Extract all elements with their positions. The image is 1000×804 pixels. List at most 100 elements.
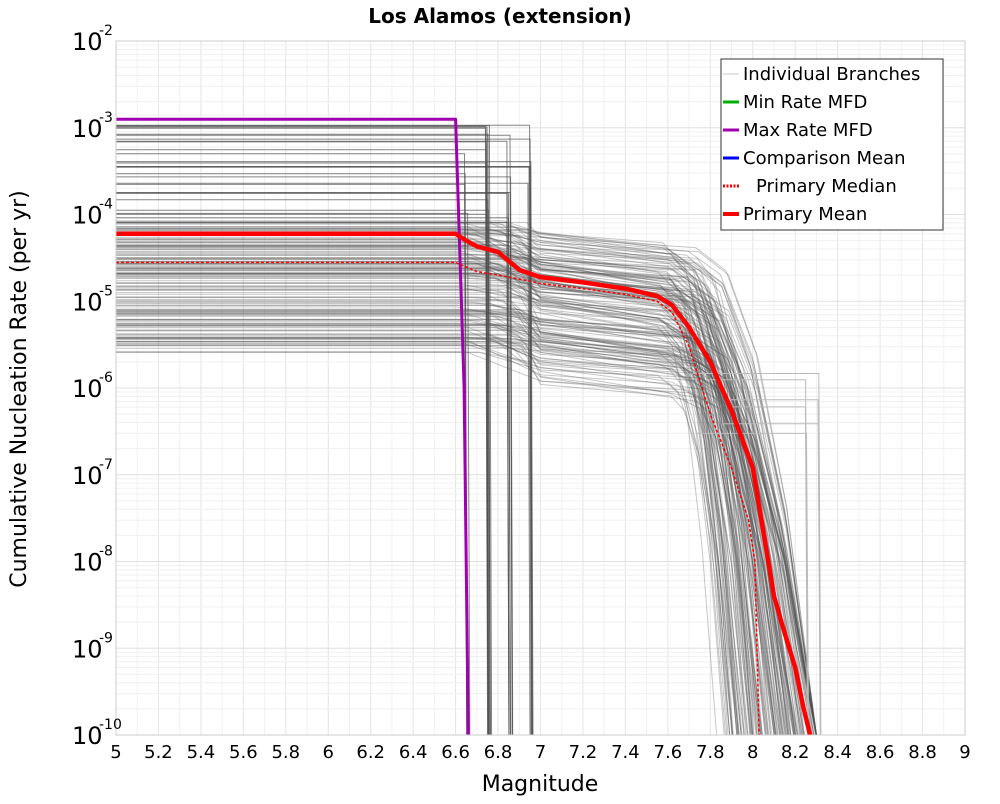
branch-line	[116, 312, 781, 736]
legend-label: Min Rate MFD	[743, 92, 867, 113]
x-tick-label: 8.2	[781, 742, 810, 763]
branch-line	[116, 262, 800, 736]
branch-line	[116, 231, 769, 736]
branch-line	[116, 267, 749, 736]
branch-line	[116, 267, 742, 736]
branch-line	[116, 231, 768, 736]
branch-line	[116, 237, 742, 736]
branch-line	[116, 244, 792, 736]
branch-line	[116, 341, 777, 736]
branch-line	[116, 308, 815, 736]
branch-line	[116, 319, 738, 736]
branch-line	[116, 338, 733, 736]
series-layer	[116, 117, 813, 736]
branch-line	[116, 330, 760, 736]
plot-frame	[115, 40, 966, 736]
y-tick-exponent: -6	[99, 370, 113, 386]
branch-tail-line	[707, 379, 809, 736]
branch-line	[116, 285, 775, 736]
branch-line	[116, 319, 763, 736]
branch-line	[116, 241, 729, 736]
branch-line	[116, 229, 817, 736]
branch-line	[116, 339, 777, 736]
branch-line	[116, 289, 797, 736]
branch-line	[116, 311, 742, 736]
branch-line	[116, 226, 739, 736]
branch-line	[116, 289, 718, 736]
branch-line	[116, 342, 752, 736]
branch-line	[116, 340, 733, 736]
branch-line	[116, 228, 817, 736]
branch-line	[116, 265, 817, 736]
branch-line	[116, 268, 817, 736]
branch-line	[116, 306, 740, 736]
branch-line	[116, 238, 815, 736]
y-tick-exponent: -8	[99, 544, 113, 560]
branch-line	[116, 282, 726, 736]
y-tick-base: 10	[72, 549, 103, 577]
branch-step-line	[116, 161, 534, 736]
x-tick-labels: 5 5.2 5.4 5.6 5.8 6 6.2 6.4 6.6 6.8 7 7.2 7.4 7.6 7.8 8…	[110, 742, 970, 763]
branch-line	[116, 299, 745, 736]
branch-line	[116, 297, 731, 736]
legend-box	[720, 58, 944, 231]
legend-label: Comparison Mean	[743, 148, 906, 169]
branch-line	[116, 301, 794, 736]
branch-line	[116, 333, 740, 736]
x-tick-label: 7.4	[611, 742, 640, 763]
y-tick-base: 10	[72, 202, 103, 230]
branch-line	[116, 262, 804, 736]
branch-line	[116, 341, 790, 736]
y-tick-exponent: -10	[99, 717, 122, 733]
branch-line	[116, 274, 751, 736]
branch-line	[116, 343, 817, 736]
branch-line	[116, 239, 754, 736]
branch-line	[116, 315, 749, 736]
y-tick-base: 10	[72, 375, 103, 403]
branch-line	[116, 309, 759, 736]
y-tick-base: 10	[72, 635, 103, 663]
branch-line	[116, 235, 766, 736]
max-rate-mfd-line	[116, 117, 470, 736]
branch-line	[116, 250, 783, 736]
branch-line	[116, 323, 770, 736]
x-tick-label: 7.8	[696, 742, 725, 763]
branch-line	[116, 292, 789, 736]
x-tick-label: 5.8	[271, 742, 300, 763]
branch-line	[116, 270, 733, 736]
branch-line	[116, 323, 817, 736]
branch-line	[116, 289, 817, 736]
branch-line	[116, 258, 734, 736]
branch-line	[116, 244, 817, 736]
x-tick-label: 5	[110, 742, 121, 763]
branch-line	[116, 226, 738, 736]
branch-line	[116, 347, 817, 736]
branch-tail-line	[692, 373, 822, 736]
branch-line	[116, 276, 817, 736]
branch-line	[116, 323, 809, 736]
x-tick-label: 6	[323, 742, 334, 763]
branch-line	[116, 273, 762, 736]
branch-line	[116, 344, 817, 736]
grid-layer	[115, 40, 966, 736]
branch-line	[116, 277, 806, 736]
y-axis-label: Cumulative Nucleation Rate (per yr)	[7, 190, 32, 588]
branch-line	[116, 257, 817, 736]
branch-line	[116, 233, 817, 736]
x-tick-label: 7.6	[654, 742, 683, 763]
branch-line	[116, 310, 734, 736]
branch-line	[116, 237, 805, 736]
y-tick-base: 10	[72, 722, 103, 750]
y-tick-base: 10	[72, 288, 103, 316]
branch-step-line	[116, 140, 510, 736]
branch-line	[116, 221, 813, 736]
x-tick-label: 7.2	[569, 742, 598, 763]
y-tick-base: 10	[72, 462, 103, 490]
y-tick-exponent: -3	[99, 110, 113, 126]
legend-label: Max Rate MFD	[743, 120, 873, 141]
branch-line	[116, 273, 752, 736]
x-axis-label: Magnitude	[482, 772, 599, 797]
branch-line	[116, 338, 813, 736]
branch-line	[116, 223, 783, 736]
branch-step-line	[116, 166, 532, 736]
